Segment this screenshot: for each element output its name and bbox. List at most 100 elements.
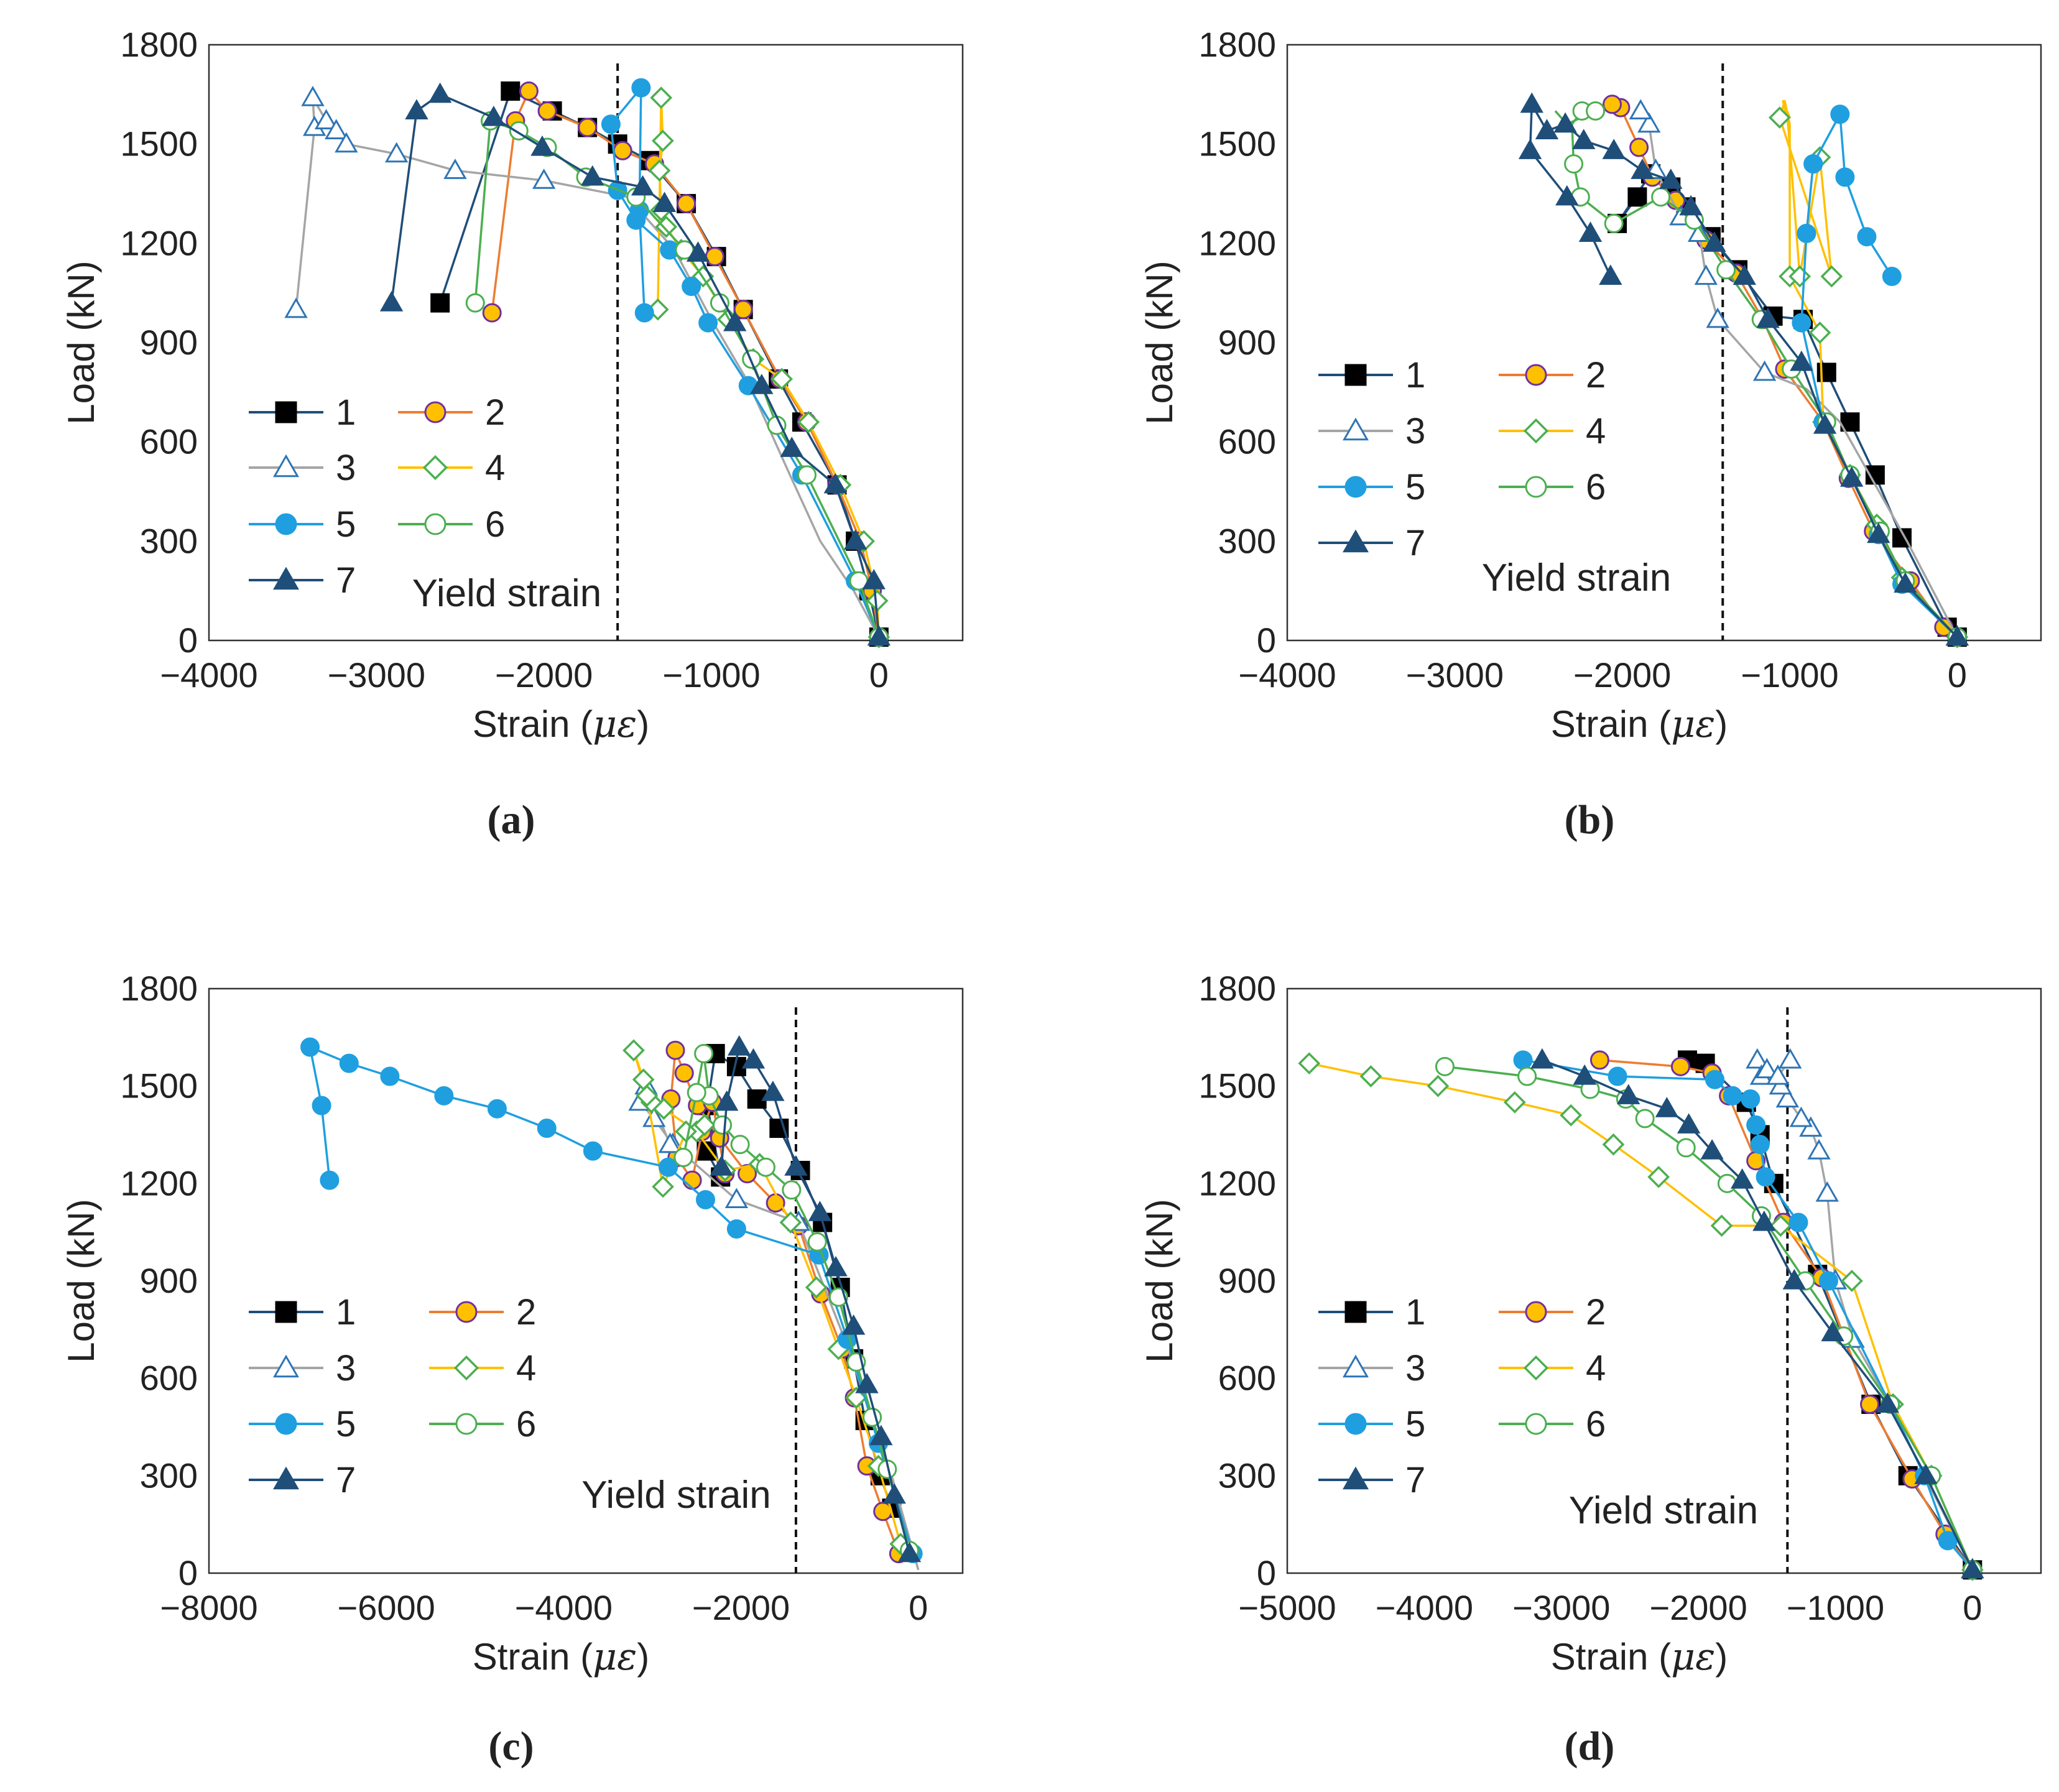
panel-label: (c) xyxy=(488,1724,534,1769)
data-point-5 xyxy=(1513,1050,1533,1070)
yield-strain-label: Yield strain xyxy=(581,1474,770,1517)
data-point-3 xyxy=(1755,1058,1779,1079)
y-tick-label: 1200 xyxy=(120,223,198,262)
data-point-5 xyxy=(1857,227,1877,247)
data-point-7 xyxy=(1700,1138,1724,1160)
data-point-7 xyxy=(1703,231,1726,252)
data-point-7 xyxy=(823,473,847,494)
data-point-6 xyxy=(797,465,817,485)
legend-entry-7: 7 xyxy=(336,1460,356,1500)
x-axis-label: Strain (με) xyxy=(473,703,650,746)
legend-marker-6 xyxy=(1525,1413,1547,1435)
chart-panel-3: 0 300 600 900 1200 1500 1800 −8000 −6000 −4000 −20… xyxy=(60,969,964,1769)
data-point-7 xyxy=(1961,1558,1984,1579)
data-point-1 xyxy=(430,293,450,313)
data-point-2 xyxy=(578,118,598,137)
data-point-5 xyxy=(434,1086,454,1106)
data-point-5 xyxy=(320,1170,340,1190)
data-point-5 xyxy=(1750,1135,1770,1155)
data-point-7 xyxy=(1631,159,1654,179)
data-point-7 xyxy=(780,436,803,457)
x-axis-label: Strain (με) xyxy=(1551,1635,1728,1679)
legend-entry-5: 5 xyxy=(336,1404,356,1444)
x-tick-label: −2000 xyxy=(1573,655,1671,695)
data-point-5 xyxy=(487,1099,507,1119)
legend-entry-7: 7 xyxy=(336,560,356,601)
x-tick-label: −2000 xyxy=(692,1588,790,1627)
data-point-7 xyxy=(897,1541,922,1563)
legend-entry-3: 3 xyxy=(1405,411,1425,451)
data-point-4 xyxy=(1427,1074,1450,1097)
data-point-3 xyxy=(325,119,348,139)
y-tick-label: 1800 xyxy=(120,25,198,64)
data-point-4 xyxy=(652,1175,674,1198)
legend-marker-2 xyxy=(455,1301,478,1323)
yield-strain-label: Yield strain xyxy=(1482,557,1671,599)
legend-marker-4 xyxy=(1523,418,1549,444)
legend-marker-6 xyxy=(1525,476,1547,498)
y-tick-label: 1200 xyxy=(120,1163,198,1203)
data-point-3 xyxy=(1637,112,1661,133)
data-point-5 xyxy=(300,1037,320,1057)
data-point-7 xyxy=(686,241,710,262)
legend-marker-2 xyxy=(1525,1301,1547,1323)
y-tick-label: 0 xyxy=(1257,1553,1276,1592)
data-point-3 xyxy=(1694,264,1718,285)
legend-marker-5 xyxy=(275,513,297,535)
legend-entry-3: 3 xyxy=(1405,1348,1425,1388)
data-point-6 xyxy=(782,1180,802,1200)
data-point-3 xyxy=(1629,99,1652,120)
data-point-7 xyxy=(761,1080,785,1101)
data-point-3 xyxy=(658,1132,682,1153)
legend-marker-1 xyxy=(1344,364,1367,386)
x-tick-label: −2000 xyxy=(1649,1588,1747,1627)
data-point-5 xyxy=(1835,167,1855,187)
panel-label: (a) xyxy=(488,797,535,843)
legend-entry-4: 4 xyxy=(1586,1348,1606,1388)
data-point-3 xyxy=(384,142,409,163)
data-point-5 xyxy=(1705,1069,1725,1089)
series-3 xyxy=(284,86,880,638)
data-point-7 xyxy=(1599,264,1622,285)
series-7 xyxy=(710,1035,922,1563)
legend-entry-2: 2 xyxy=(1586,355,1606,395)
data-point-7 xyxy=(1679,195,1703,216)
data-point-3 xyxy=(1799,1116,1823,1137)
y-tick-label: 1500 xyxy=(120,124,198,164)
y-tick-label: 1500 xyxy=(1198,1066,1276,1106)
data-point-6 xyxy=(713,1115,733,1135)
data-point-5 xyxy=(1723,1086,1742,1106)
data-point-4 xyxy=(1647,1166,1670,1188)
legend-entry-5: 5 xyxy=(1405,1404,1425,1444)
legend-entry-1: 1 xyxy=(336,392,356,433)
data-point-7 xyxy=(631,175,655,196)
data-point-7 xyxy=(1520,92,1543,113)
x-axis-label: Strain (με) xyxy=(473,1635,650,1679)
data-point-5 xyxy=(1792,313,1811,333)
data-point-7 xyxy=(862,569,886,589)
data-point-1 xyxy=(1627,187,1647,207)
data-point-5 xyxy=(583,1141,603,1161)
data-point-7 xyxy=(882,1483,906,1504)
legend-entry-6: 6 xyxy=(485,504,505,545)
legend-entry-6: 6 xyxy=(1586,1404,1606,1444)
data-point-2 xyxy=(766,1193,785,1213)
data-point-5 xyxy=(695,1189,715,1209)
data-point-5 xyxy=(312,1096,331,1115)
legend-entry-6: 6 xyxy=(1586,467,1606,507)
data-point-7 xyxy=(482,105,506,126)
data-point-3 xyxy=(1706,307,1729,328)
data-point-5 xyxy=(659,1157,678,1177)
data-point-6 xyxy=(1651,187,1671,207)
x-tick-label: −6000 xyxy=(338,1588,435,1627)
data-point-5 xyxy=(682,277,701,297)
data-point-7 xyxy=(1876,1392,1899,1413)
data-point-7 xyxy=(1535,119,1559,139)
legend-entry-1: 1 xyxy=(336,1292,356,1332)
legend-marker-6 xyxy=(424,513,447,535)
panel-label: (b) xyxy=(1565,797,1615,843)
data-point-2 xyxy=(674,1063,694,1083)
data-point-7 xyxy=(652,192,677,213)
data-point-2 xyxy=(482,303,502,323)
legend-marker-1 xyxy=(1344,1301,1367,1323)
